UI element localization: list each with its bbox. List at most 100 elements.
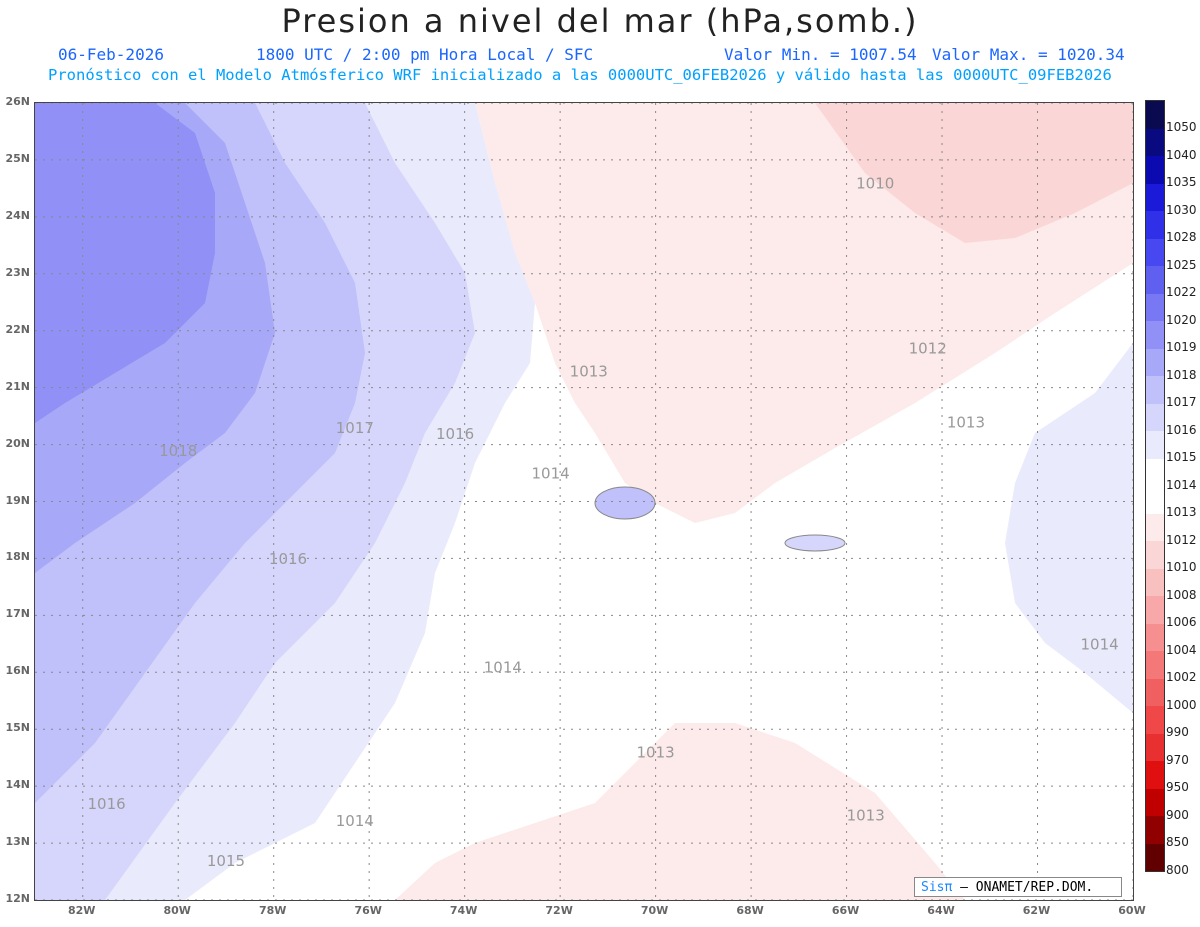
colorbar-swatch bbox=[1146, 843, 1164, 871]
colorbar-swatch bbox=[1146, 156, 1164, 184]
colorbar-label: 1013 bbox=[1166, 505, 1197, 519]
pressure-map: 1010 1012 1013 1013 1017 1016 1018 1014 1016 1014… bbox=[34, 102, 1134, 901]
colorbar-swatch bbox=[1146, 541, 1164, 569]
lat-tick-label: 12N bbox=[5, 892, 30, 905]
colorbar-swatch bbox=[1146, 403, 1164, 431]
contour-label: 1014 bbox=[1080, 636, 1118, 654]
colorbar-label: 1025 bbox=[1166, 257, 1197, 272]
lon-tick-label: 64W bbox=[927, 904, 955, 917]
colorbar-swatch bbox=[1146, 596, 1164, 624]
lat-tick-label: 24N bbox=[5, 208, 30, 222]
contour-label: 1015 bbox=[207, 852, 245, 870]
contour-label: 1013 bbox=[637, 744, 675, 762]
colorbar-swatch bbox=[1146, 266, 1164, 294]
time-label: 1800 UTC / 2:00 pm Hora Local / SFC bbox=[256, 45, 594, 64]
lat-tick-label: 23N bbox=[5, 265, 30, 279]
contour-label: 1013 bbox=[570, 362, 608, 380]
lon-tick-label: 76W bbox=[354, 904, 382, 917]
contour-label: 1014 bbox=[336, 812, 374, 830]
colorbar-label: 970 bbox=[1166, 752, 1189, 767]
map-title: Presion a nivel del mar (hPa,somb.) bbox=[281, 2, 919, 40]
colorbar-label: 850 bbox=[1166, 835, 1189, 849]
min-value-label: Valor Min. = 1007.54 bbox=[724, 45, 917, 64]
colorbar-swatch bbox=[1146, 678, 1164, 706]
colorbar-swatch bbox=[1146, 431, 1164, 459]
colorbar-label: 1016 bbox=[1166, 422, 1197, 437]
colorbar-label: 950 bbox=[1166, 780, 1189, 794]
colorbar-label: 1010 bbox=[1166, 560, 1197, 574]
colorbar-swatch bbox=[1146, 458, 1164, 486]
colorbar-swatch bbox=[1146, 486, 1164, 514]
credit-box: Sisπ – ONAMET/REP.DOM. bbox=[914, 877, 1122, 897]
pressure-band-1019 bbox=[35, 103, 215, 423]
colorbar-label: 1014 bbox=[1166, 477, 1197, 492]
colorbar-label: 1018 bbox=[1166, 367, 1197, 382]
colorbar-label: 990 bbox=[1166, 725, 1189, 739]
colorbar-label: 1020 bbox=[1166, 312, 1197, 327]
colorbar-label: 1040 bbox=[1166, 147, 1197, 162]
colorbar-swatch bbox=[1146, 513, 1164, 541]
colorbar-label: 1019 bbox=[1166, 340, 1197, 354]
credit-text: – ONAMET/REP.DOM. bbox=[960, 880, 1094, 895]
lon-tick-label: 80W bbox=[163, 904, 191, 917]
colorbar-label: 1030 bbox=[1166, 202, 1197, 217]
lon-tick-label: 74W bbox=[449, 904, 478, 917]
lat-tick-label: 25N bbox=[5, 151, 30, 165]
contour-label: 1010 bbox=[856, 174, 894, 192]
lat-tick-label: 16N bbox=[5, 664, 30, 678]
contour-label: 1016 bbox=[88, 795, 126, 813]
colorbar-label: 1004 bbox=[1166, 642, 1197, 657]
lon-tick-label: 82W bbox=[68, 904, 96, 917]
lon-tick-label: 78W bbox=[258, 904, 287, 917]
contour-label: 1012 bbox=[909, 339, 947, 357]
contour-label: 1013 bbox=[847, 806, 885, 824]
lat-tick-label: 17N bbox=[5, 607, 30, 621]
lat-tick-label: 18N bbox=[5, 550, 30, 564]
lat-tick-label: 22N bbox=[5, 322, 30, 336]
colorbar-swatch bbox=[1146, 623, 1164, 651]
lon-tick-label: 72W bbox=[545, 904, 573, 917]
lat-tick-label: 21N bbox=[5, 379, 30, 393]
colorbar-swatch bbox=[1146, 238, 1164, 266]
sispi-logo-text: Sisπ bbox=[921, 880, 953, 895]
lon-tick-label: 70W bbox=[640, 904, 669, 917]
lat-tick-label: 14N bbox=[5, 778, 30, 792]
map-canvas: 1010 1012 1013 1013 1017 1016 1018 1014 1016 1014… bbox=[35, 103, 1133, 900]
colorbar-swatch bbox=[1146, 816, 1164, 844]
contour-label: 1014 bbox=[484, 658, 522, 676]
lat-tick-label: 26N bbox=[5, 95, 30, 108]
colorbar-swatch bbox=[1146, 293, 1164, 321]
colorbar-swatch bbox=[1146, 101, 1164, 129]
colorbar-label: 800 bbox=[1166, 862, 1189, 877]
colorbar-swatch bbox=[1146, 788, 1164, 816]
contour-label: 1016 bbox=[436, 425, 474, 443]
lon-tick-label: 68W bbox=[736, 904, 764, 917]
colorbar-swatch bbox=[1146, 348, 1164, 376]
colorbar-label: 1002 bbox=[1166, 670, 1197, 684]
colorbar-label: 1017 bbox=[1166, 395, 1197, 409]
colorbar-swatch bbox=[1146, 183, 1164, 211]
forecast-info: Pronóstico con el Modelo Atmósferico WRF… bbox=[48, 66, 1112, 84]
colorbar-swatch bbox=[1146, 568, 1164, 596]
colorbar-swatch bbox=[1146, 211, 1164, 239]
colorbar-label: 1008 bbox=[1166, 587, 1197, 602]
colorbar-swatch bbox=[1146, 376, 1164, 404]
lat-tick-label: 15N bbox=[5, 721, 30, 735]
lon-tick-label: 62W bbox=[1022, 904, 1051, 917]
colorbar-label: 1000 bbox=[1166, 697, 1197, 712]
contour-label: 1016 bbox=[269, 550, 307, 568]
colorbar-swatch bbox=[1146, 706, 1164, 734]
low-center-hispaniola bbox=[594, 486, 656, 520]
lat-tick-label: 19N bbox=[5, 493, 30, 507]
lon-tick-label: 66W bbox=[831, 904, 860, 917]
colorbar-swatch bbox=[1146, 128, 1164, 156]
colorbar-label: 1035 bbox=[1166, 175, 1197, 189]
colorbar-swatch bbox=[1146, 761, 1164, 789]
pressure-band-south bbox=[395, 723, 965, 900]
lat-tick-label: 20N bbox=[5, 436, 30, 450]
colorbar-swatch bbox=[1146, 733, 1164, 761]
colorbar-label: 1050 bbox=[1166, 120, 1197, 134]
pressure-band-east bbox=[1005, 343, 1133, 713]
max-value-label: Valor Max. = 1020.34 bbox=[932, 45, 1125, 64]
lat-tick-label: 13N bbox=[5, 835, 30, 849]
